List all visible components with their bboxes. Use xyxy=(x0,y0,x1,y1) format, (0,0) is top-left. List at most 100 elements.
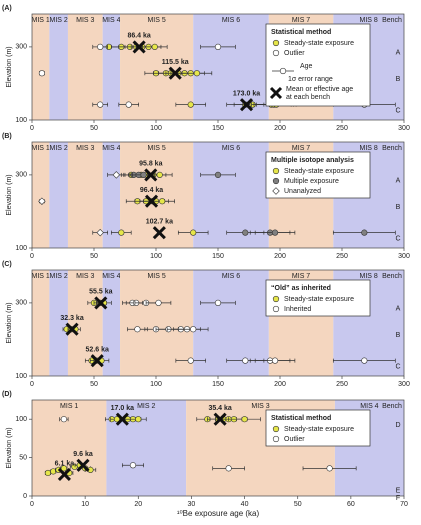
stage-label: MIS 4 xyxy=(102,17,120,24)
plot-frame xyxy=(31,399,405,497)
data-point xyxy=(118,229,125,236)
bench-header: Bench xyxy=(382,17,402,24)
stage-band xyxy=(49,270,68,376)
legend-label: Steady-state exposure xyxy=(284,426,354,433)
mean-label: 9.6 ka xyxy=(73,451,93,458)
stage-label: MIS 7 xyxy=(292,273,310,280)
legend-box xyxy=(265,151,371,199)
data-point xyxy=(190,229,197,236)
legend-box xyxy=(265,279,371,317)
mean-label: 52.6 ka xyxy=(86,346,109,353)
data-point xyxy=(193,70,201,77)
mean-marker xyxy=(213,412,227,426)
data-point xyxy=(129,462,137,469)
stage-label: MIS 7 xyxy=(292,145,310,152)
mean-marker xyxy=(144,168,158,182)
stage-label: MIS 1 xyxy=(32,145,50,152)
panel-label: (D) xyxy=(2,391,12,398)
mean-marker xyxy=(94,296,108,310)
stage-band xyxy=(193,270,269,376)
stage-label: MIS 2 xyxy=(137,403,155,410)
bench-label: C xyxy=(395,235,400,242)
data-point xyxy=(60,465,67,472)
stage-label: MIS 2 xyxy=(50,145,68,152)
mean-marker xyxy=(90,354,104,368)
x-tick-label: 30 xyxy=(188,501,196,508)
y-tick-label: 300 xyxy=(15,44,27,51)
x-tick-label: 50 xyxy=(90,125,98,132)
data-point xyxy=(361,357,368,364)
legend-label: Outlier xyxy=(284,50,305,57)
stage-band xyxy=(102,142,121,248)
mean-marker xyxy=(57,467,71,482)
stage-band xyxy=(32,14,50,120)
mean-marker xyxy=(168,66,182,80)
legend-swatch xyxy=(272,305,280,313)
stage-label: MIS 2 xyxy=(50,273,68,280)
stage-label: MIS 8 xyxy=(360,17,378,24)
stage-label: MIS 2 xyxy=(50,17,68,24)
bench-header: Bench xyxy=(382,403,402,410)
legend-label: Inherited xyxy=(284,306,311,313)
mean-label: 35.4 ka xyxy=(208,405,231,412)
stage-band xyxy=(32,270,50,376)
x-tick-label: 250 xyxy=(336,253,348,260)
mean-marker xyxy=(152,226,166,240)
legend-swatch xyxy=(272,177,280,185)
y-tick-label: 300 xyxy=(15,172,27,179)
legend-note: 1σ error range xyxy=(288,76,333,83)
x-tick-label: 200 xyxy=(274,125,286,132)
legend-mean xyxy=(269,86,283,100)
mean-marker xyxy=(76,458,90,472)
x-tick-label: 60 xyxy=(347,501,355,508)
mean-marker xyxy=(65,322,79,336)
stage-label: MIS 6 xyxy=(222,273,240,280)
x-tick-label: 250 xyxy=(336,125,348,132)
y-tick-label: 100 xyxy=(15,245,27,252)
stage-label: MIS 3 xyxy=(76,273,94,280)
data-point xyxy=(97,101,104,108)
mean-marker xyxy=(239,98,254,112)
legend-label: Multiple exposure xyxy=(284,178,339,185)
bench-label: B xyxy=(396,204,401,211)
legend-swatch xyxy=(272,425,280,433)
stage-label: MIS 4 xyxy=(102,145,120,152)
data-point xyxy=(44,469,52,477)
y-axis-label: Elevation (m) xyxy=(6,174,13,215)
stage-band xyxy=(67,14,103,120)
stage-label: MIS 8 xyxy=(360,273,378,280)
y-axis-label: Elevation (m) xyxy=(6,46,13,87)
legend-label: Steady-state exposure xyxy=(284,40,354,47)
mean-marker xyxy=(132,40,146,54)
bench-label: E xyxy=(396,487,401,494)
x-axis-label: ¹⁰Be exposure age (ka) xyxy=(177,509,260,518)
x-tick-label: 150 xyxy=(212,253,224,260)
legend-box xyxy=(265,409,371,447)
mean-label: 95.8 ka xyxy=(139,161,162,168)
panel-label: (B) xyxy=(2,133,12,140)
mean-label: 86.4 ka xyxy=(127,33,150,40)
x-tick-label: 100 xyxy=(150,381,162,388)
legend-title: Multiple isotope analysis xyxy=(271,157,354,164)
y-axis-label: Elevation (m) xyxy=(6,427,13,468)
data-point xyxy=(155,299,162,306)
mean-label: 17.0 ka xyxy=(111,405,134,412)
bench-header: Bench xyxy=(382,273,402,280)
stage-label: MIS 6 xyxy=(222,145,240,152)
x-tick-label: 20 xyxy=(134,501,142,508)
legend-note: at each bench xyxy=(286,94,330,101)
y-tick-label: 100 xyxy=(15,373,27,380)
stage-label: MIS 4 xyxy=(102,273,120,280)
x-tick-label: 0 xyxy=(30,253,34,260)
legend-title: Statistical method xyxy=(271,415,331,422)
data-point xyxy=(361,229,368,236)
stage-band xyxy=(102,14,121,120)
data-point xyxy=(140,171,147,178)
data-point xyxy=(97,43,104,50)
mean-label: 32.3 ka xyxy=(60,315,83,322)
x-tick-label: 50 xyxy=(90,381,98,388)
stage-label: MIS 6 xyxy=(222,17,240,24)
x-tick-label: 100 xyxy=(150,125,162,132)
bench-label: B xyxy=(396,76,401,83)
data-point xyxy=(241,416,248,423)
